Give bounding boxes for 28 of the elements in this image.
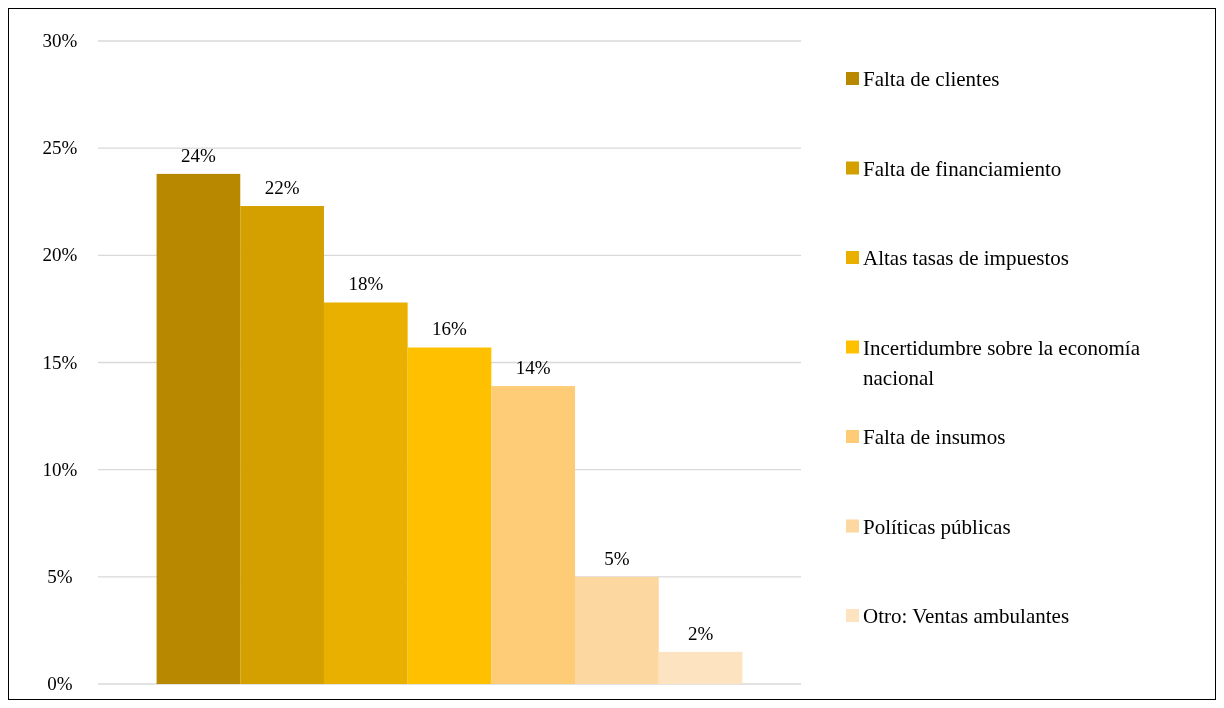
data-label: 24% bbox=[181, 144, 217, 166]
y-tick-label: 25% bbox=[42, 137, 78, 159]
legend-label: Falta de financiamiento bbox=[863, 156, 1062, 181]
bar bbox=[156, 173, 241, 684]
y-tick-label: 15% bbox=[42, 351, 78, 373]
data-label: 16% bbox=[432, 318, 468, 340]
legend-label: Falta de clientes bbox=[863, 67, 1000, 91]
y-tick-label: 10% bbox=[42, 458, 78, 480]
bar bbox=[407, 347, 492, 684]
data-label: 2% bbox=[687, 622, 714, 644]
bar bbox=[491, 386, 576, 684]
bar bbox=[658, 651, 743, 684]
y-tick-label: 30% bbox=[42, 30, 78, 51]
y-tick-label: 20% bbox=[42, 244, 78, 266]
bar bbox=[240, 206, 324, 684]
data-label: 5% bbox=[604, 547, 630, 569]
bar bbox=[575, 576, 659, 684]
data-label: 22% bbox=[264, 177, 300, 199]
data-label: 18% bbox=[348, 273, 384, 295]
legend-label: Otro: Ventas ambulantes bbox=[863, 604, 1070, 628]
legend-label: Falta de insumos bbox=[863, 425, 1006, 449]
data-label: 14% bbox=[515, 357, 551, 379]
y-tick-label: 0% bbox=[47, 673, 73, 694]
y-tick-label: 5% bbox=[47, 565, 73, 587]
legend-label: Políticas públicas bbox=[863, 514, 1011, 539]
legend-label: Altas tasas de impuestos bbox=[863, 246, 1069, 270]
bar bbox=[323, 302, 408, 684]
legend-label: Incertidumbre sobre la economía nacional bbox=[863, 335, 1141, 390]
